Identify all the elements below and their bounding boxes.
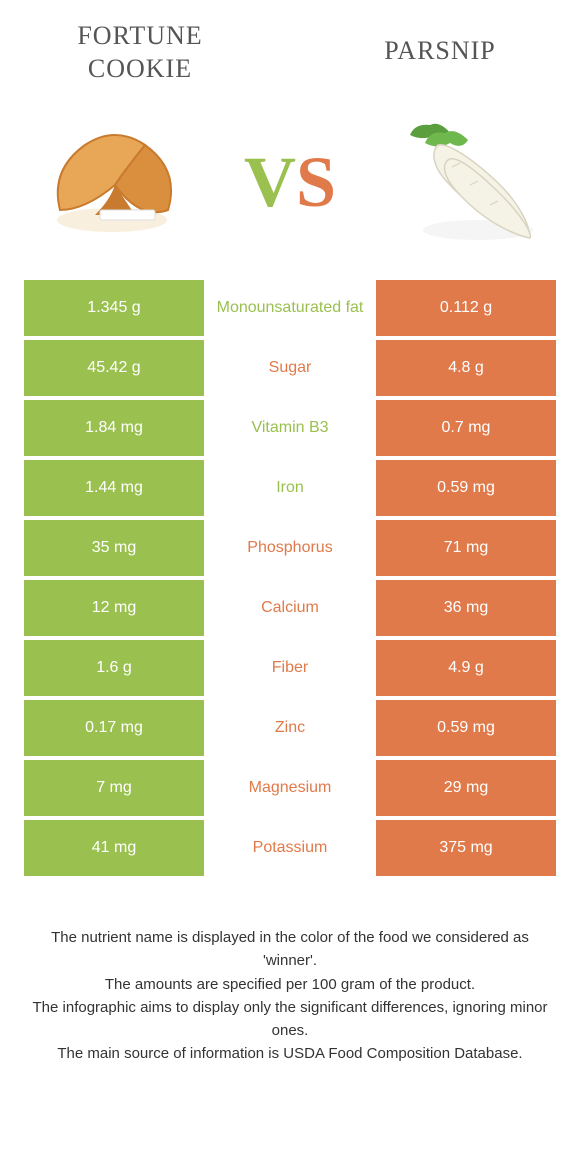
nutrient-label-cell: Sugar [204,340,376,396]
parsnip-icon [390,115,540,250]
nutrient-label-cell: Phosphorus [204,520,376,576]
nutrient-label-cell: Fiber [204,640,376,696]
nutrient-label-cell: Potassium [204,820,376,876]
hero-row: VS [0,95,580,280]
footer-line: The nutrient name is displayed in the co… [30,926,550,973]
footer-line: The infographic aims to display only the… [30,996,550,1043]
footer-line: The amounts are specified per 100 gram o… [30,973,550,996]
table-row: 12 mgCalcium36 mg [24,580,556,636]
right-value-cell: 0.59 mg [376,700,556,756]
fortune-cookie-image [40,115,190,250]
right-value-cell: 0.112 g [376,280,556,336]
nutrient-label-cell: Iron [204,460,376,516]
footer-line: The main source of information is USDA F… [30,1042,550,1065]
table-row: 0.17 mgZinc0.59 mg [24,700,556,756]
left-value-cell: 1.44 mg [24,460,204,516]
table-row: 1.44 mgIron0.59 mg [24,460,556,516]
left-value-cell: 41 mg [24,820,204,876]
right-value-cell: 4.9 g [376,640,556,696]
nutrient-label-cell: Monounsaturated fat [204,280,376,336]
table-row: 1.84 mgVitamin B30.7 mg [24,400,556,456]
footer-notes: The nutrient name is displayed in the co… [0,880,580,1066]
left-food-title: FORTUNE COOKIE [40,20,240,85]
parsnip-image [390,115,540,250]
left-value-cell: 1.6 g [24,640,204,696]
left-value-cell: 45.42 g [24,340,204,396]
left-value-cell: 7 mg [24,760,204,816]
right-value-cell: 4.8 g [376,340,556,396]
nutrient-label-cell: Calcium [204,580,376,636]
table-row: 1.345 gMonounsaturated fat0.112 g [24,280,556,336]
page: FORTUNE COOKIE PARSNIP VS [0,0,580,1174]
table-row: 7 mgMagnesium29 mg [24,760,556,816]
nutrient-label-cell: Zinc [204,700,376,756]
right-value-cell: 375 mg [376,820,556,876]
nutrient-label-cell: Vitamin B3 [204,400,376,456]
nutrient-label-cell: Magnesium [204,760,376,816]
table-row: 41 mgPotassium375 mg [24,820,556,876]
vs-s-letter: S [296,142,336,222]
right-value-cell: 0.7 mg [376,400,556,456]
right-value-cell: 0.59 mg [376,460,556,516]
left-value-cell: 12 mg [24,580,204,636]
header: FORTUNE COOKIE PARSNIP [0,0,580,95]
right-food-title: PARSNIP [340,20,540,85]
table-row: 45.42 gSugar4.8 g [24,340,556,396]
right-value-cell: 36 mg [376,580,556,636]
cookie-icon [40,115,190,250]
vs-v-letter: V [244,142,296,222]
table-row: 1.6 gFiber4.9 g [24,640,556,696]
left-value-cell: 35 mg [24,520,204,576]
vs-label: VS [244,141,336,224]
left-value-cell: 0.17 mg [24,700,204,756]
right-value-cell: 71 mg [376,520,556,576]
nutrient-table: 1.345 gMonounsaturated fat0.112 g45.42 g… [0,280,580,880]
right-value-cell: 29 mg [376,760,556,816]
table-row: 35 mgPhosphorus71 mg [24,520,556,576]
left-value-cell: 1.345 g [24,280,204,336]
left-value-cell: 1.84 mg [24,400,204,456]
